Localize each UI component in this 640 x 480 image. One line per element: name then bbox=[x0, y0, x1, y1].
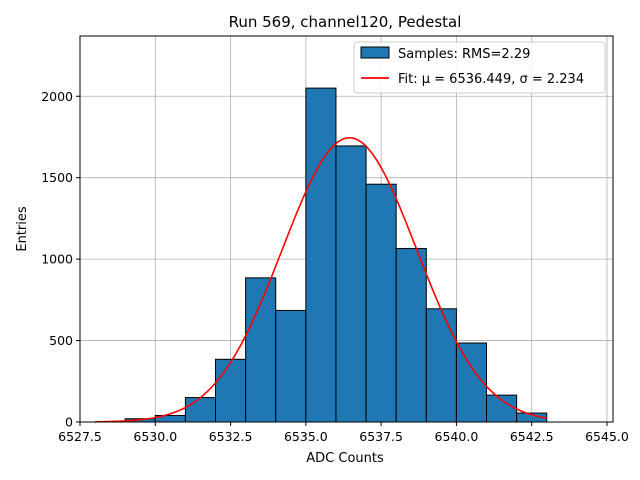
x-tick-label: 6527.5 bbox=[58, 429, 102, 444]
x-tick-label: 6545.0 bbox=[585, 429, 629, 444]
histogram-bar bbox=[395, 248, 427, 423]
y-tick-label: 1500 bbox=[41, 170, 73, 185]
y-axis-ticks: 0 500 1000 1500 2000 bbox=[41, 89, 80, 430]
histogram-bar bbox=[184, 397, 217, 423]
legend-box bbox=[353, 41, 606, 94]
x-tick-label: 6530.0 bbox=[133, 429, 177, 444]
histogram-bar bbox=[335, 145, 367, 423]
histogram-bar bbox=[365, 183, 397, 423]
fit-curve-layer bbox=[95, 136, 547, 423]
legend-histogram-swatch bbox=[360, 46, 390, 59]
histogram-bar bbox=[305, 87, 337, 423]
y-tick-label: 2000 bbox=[41, 89, 73, 104]
legend: Samples: RMS=2.29 Fit: μ = 6536.449, σ =… bbox=[353, 41, 606, 94]
y-axis-label: Entries bbox=[15, 206, 30, 252]
histogram-bar bbox=[275, 309, 307, 423]
y-tick-label: 500 bbox=[49, 333, 73, 348]
chart-title: Run 569, channel120, Pedestal bbox=[229, 13, 462, 31]
x-axis-ticks: 6527.5 6530.0 6532.5 6535.0 6537.5 6540.0 6542… bbox=[58, 422, 629, 444]
histogram-bar bbox=[245, 277, 277, 423]
y-tick-label: 1000 bbox=[41, 252, 73, 267]
histogram-bar bbox=[215, 358, 247, 423]
fit-curve bbox=[95, 136, 547, 423]
y-tick-label: 0 bbox=[65, 415, 73, 430]
legend-fit-label: Fit: μ = 6536.449, σ = 2.234 bbox=[398, 72, 584, 87]
x-tick-label: 6537.5 bbox=[359, 429, 403, 444]
x-tick-label: 6542.5 bbox=[510, 429, 554, 444]
x-tick-label: 6532.5 bbox=[209, 429, 253, 444]
plot-frame bbox=[79, 35, 614, 423]
x-tick-label: 6535.0 bbox=[284, 429, 328, 444]
legend-histogram-label: Samples: RMS=2.29 bbox=[398, 47, 530, 62]
histogram-bar bbox=[455, 342, 488, 423]
x-tick-label: 6540.0 bbox=[435, 429, 479, 444]
histogram-bar bbox=[425, 308, 457, 423]
histogram-bars bbox=[124, 87, 548, 423]
x-axis-label: ADC Counts bbox=[306, 451, 384, 466]
